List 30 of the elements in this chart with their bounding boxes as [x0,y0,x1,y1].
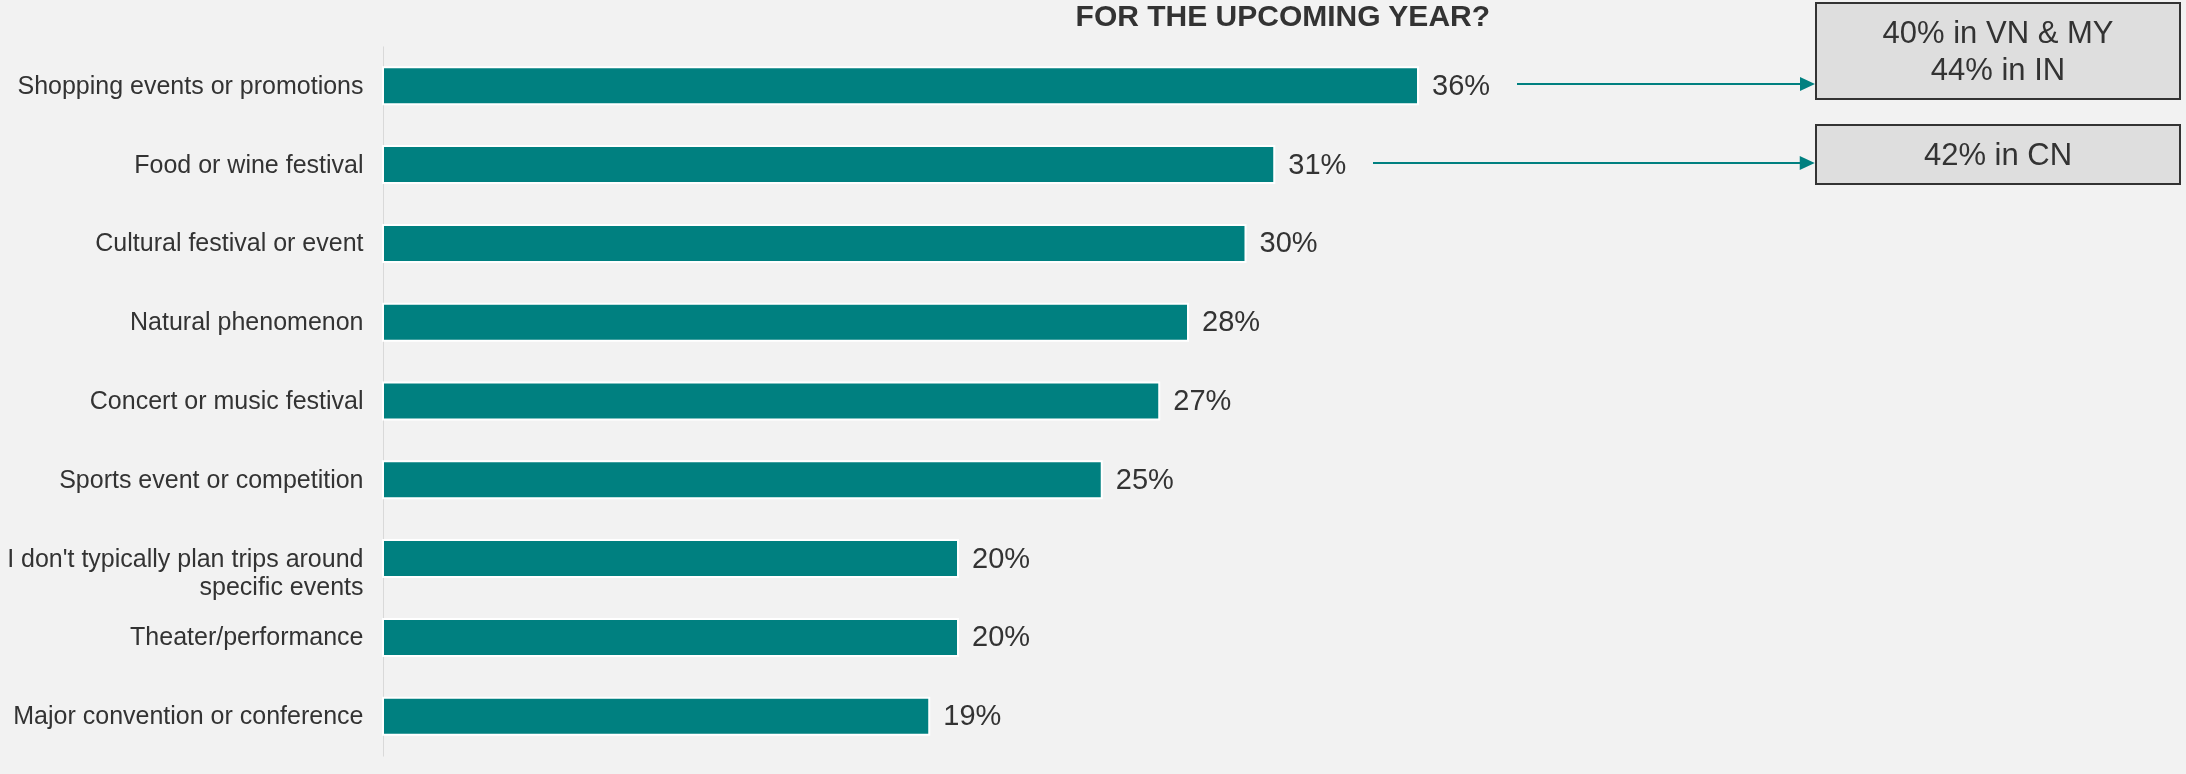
y-tick-label: Concert or music festival [89,386,364,414]
bar [382,223,1247,263]
data-label: 30% [1259,226,1318,259]
callout-box: 42% in CN [1815,124,2181,186]
y-tick-label: Shopping events or promotions [17,70,364,99]
data-label: 20% [972,541,1031,574]
callout-box: 40% in VN & MY 44% in IN [1815,2,2181,101]
y-tick-label: Theater/performance [130,622,364,651]
y-tick-label: Sports event or competition [59,464,364,493]
bar [382,696,931,736]
bar [382,617,959,657]
data-label: 31% [1288,147,1347,180]
data-label: 20% [972,620,1031,653]
y-tick-label: Food or wine festival [134,149,364,178]
bar [382,381,1161,421]
bar [382,539,959,579]
y-tick-label: I don't typically plan trips around specific events [7,543,364,600]
y-tick-label: Natural phenomenon [130,307,364,336]
y-tick-label: Cultural festival or event [95,228,364,257]
data-label: 19% [943,699,1002,732]
bar [382,66,1419,106]
bar [382,145,1276,185]
data-label: 28% [1202,305,1261,338]
data-label: 25% [1115,462,1174,495]
bar [382,302,1189,342]
chart-title: FOR THE UPCOMING YEAR? [1075,0,1491,32]
data-label: 36% [1432,68,1491,101]
y-tick-label: Major convention or conference [13,701,364,730]
bar [382,460,1103,500]
data-label: 27% [1173,384,1232,416]
